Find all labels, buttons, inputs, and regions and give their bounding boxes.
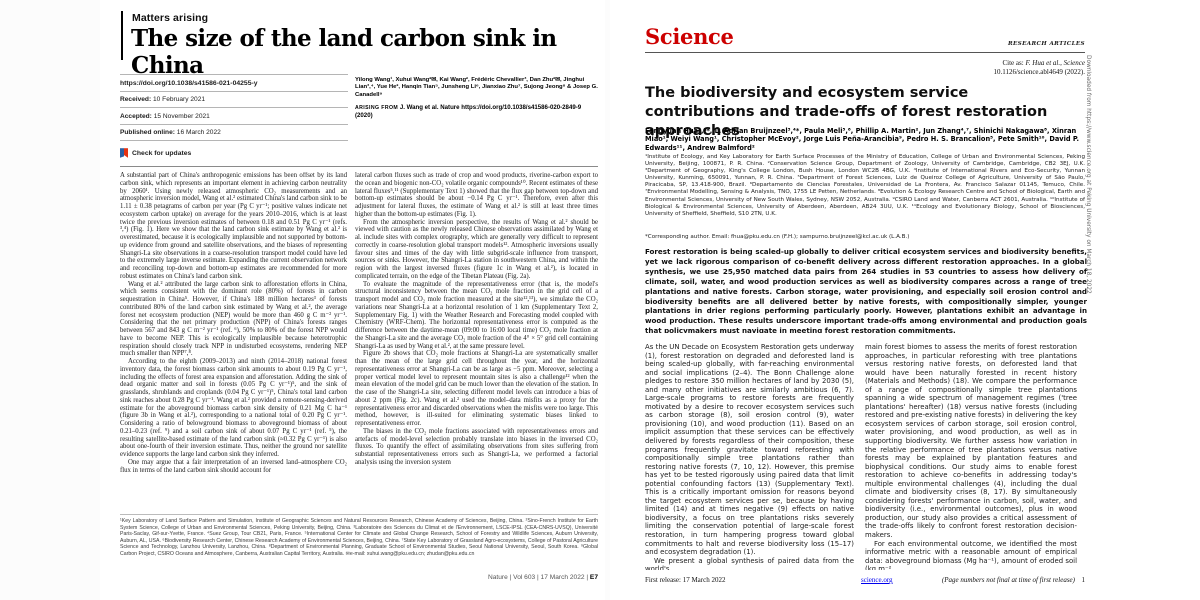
received-date: Received: 10 February 2021 — [120, 90, 348, 108]
published-date: Published online: 16 March 2022 — [120, 123, 348, 141]
paragraph: Wang et al.² attributed the large carbon… — [120, 280, 347, 358]
nature-affiliations: ¹Key Laboratory of Land Surface Pattern … — [120, 518, 598, 557]
nature-authors: Yilong Wang¹, Xuhui Wang²✉, Kai Wang², F… — [355, 77, 598, 98]
science-page-footer: First release: 17 March 2022 science.org… — [645, 576, 1085, 588]
nature-body-column-1: A substantial part of China's anthropoge… — [120, 172, 347, 511]
divider — [120, 514, 598, 515]
page-edge-line — [121, 11, 123, 60]
page-number: E7 — [589, 574, 598, 581]
paragraph: To evaluate the magnitude of the represe… — [355, 280, 598, 350]
page-number: 1 — [1081, 576, 1086, 584]
journal-volume-date: Nature | Vol 603 | 17 March 2022 | — [488, 574, 589, 581]
paragraph: A substantial part of China's anthropoge… — [120, 172, 347, 280]
page-numbers-note: (Page numbers not final at time of first… — [941, 576, 1075, 584]
divider — [120, 166, 598, 167]
paragraph: Figure 2b shows that CO₂ mole fractions … — [355, 350, 598, 427]
arising-from-reference[interactable]: J. Wang et al. Nature https://doi.org/10… — [355, 104, 582, 120]
arising-from-label: ARISING FROM — [355, 105, 399, 111]
science-body-column-2: main forest biomes to assess the merits … — [865, 343, 1077, 570]
paragraph: One may argue that a fair interpretation… — [120, 458, 347, 474]
divider — [645, 52, 1085, 53]
article-meta-block: https://doi.org/10.1038/s41586-021-04255… — [120, 74, 348, 158]
arising-from-line: ARISING FROM J. Wang et al. Nature https… — [355, 104, 598, 120]
science-body-column-1: As the UN Decade on Ecosystem Restoratio… — [645, 343, 854, 570]
paragraph: According to the eighth (2009–2013) and … — [120, 358, 347, 458]
abstract: Forest restoration is being scaled-up gl… — [645, 247, 1087, 333]
paragraph: main forest biomes to assess the merits … — [865, 343, 1077, 540]
cite-as-line2: 10.1126/science.abl4649 (2022). — [993, 67, 1086, 76]
nature-page-footer: Nature | Vol 603 | 17 March 2022 | E7 — [120, 574, 598, 581]
check-for-updates-label: Check for updates — [132, 149, 192, 157]
science-affiliations: ¹Institute of Ecology, and Key Laborator… — [645, 154, 1085, 217]
check-for-updates-button[interactable]: Check for updates — [120, 148, 348, 158]
crossmark-icon — [120, 148, 128, 158]
paragraph: We present a global synthesis of paired … — [645, 556, 854, 570]
science-authors: Fangyuan Hua¹,²*, L. Adrian Bruijnzeel³,… — [645, 127, 1079, 152]
nature-article-title: The size of the land carbon sink in Chin… — [131, 25, 557, 79]
paragraph: As the UN Decade on Ecosystem Restoratio… — [645, 343, 854, 557]
paragraph: From the atmospheric inversion perspecti… — [355, 218, 598, 280]
section-label: RESEARCH ARTICLES — [1007, 41, 1085, 47]
corresponding-author-line: *Corresponding author. Email: fhua@pku.e… — [645, 234, 910, 240]
paragraph: lateral carbon fluxes such as trade of c… — [355, 172, 598, 218]
accepted-date: Accepted: 15 November 2021 — [120, 107, 348, 124]
science-org-link[interactable]: science.org — [861, 576, 893, 584]
downloaded-from-sidebar: Downloaded from https://www.science.org … — [1085, 55, 1091, 294]
nature-body-column-2: lateral carbon fluxes such as trade of c… — [355, 172, 598, 511]
paragraph: The biases in the CO₂ mole fractions ass… — [355, 427, 598, 466]
science-article-title: The biodiversity and ecosystem service c… — [645, 85, 1048, 139]
science-logo: Science — [645, 24, 734, 49]
first-release-date: First release: 17 March 2022 — [645, 576, 726, 584]
doi-link[interactable]: https://doi.org/10.1038/s41586-021-04255… — [120, 74, 348, 91]
nature-page: Matters arising The size of the land car… — [100, 0, 605, 600]
cite-as-block: Cite as: F. Hua et al., Science 10.1126/… — [645, 59, 1086, 76]
paragraph: For each environmental outcome, we ident… — [865, 539, 1077, 570]
cite-as-line1: Cite as: F. Hua et al., Science — [1002, 59, 1085, 67]
science-page: Science RESEARCH ARTICLES Cite as: F. Hu… — [610, 0, 1200, 600]
article-type-label: Matters arising — [132, 12, 209, 24]
